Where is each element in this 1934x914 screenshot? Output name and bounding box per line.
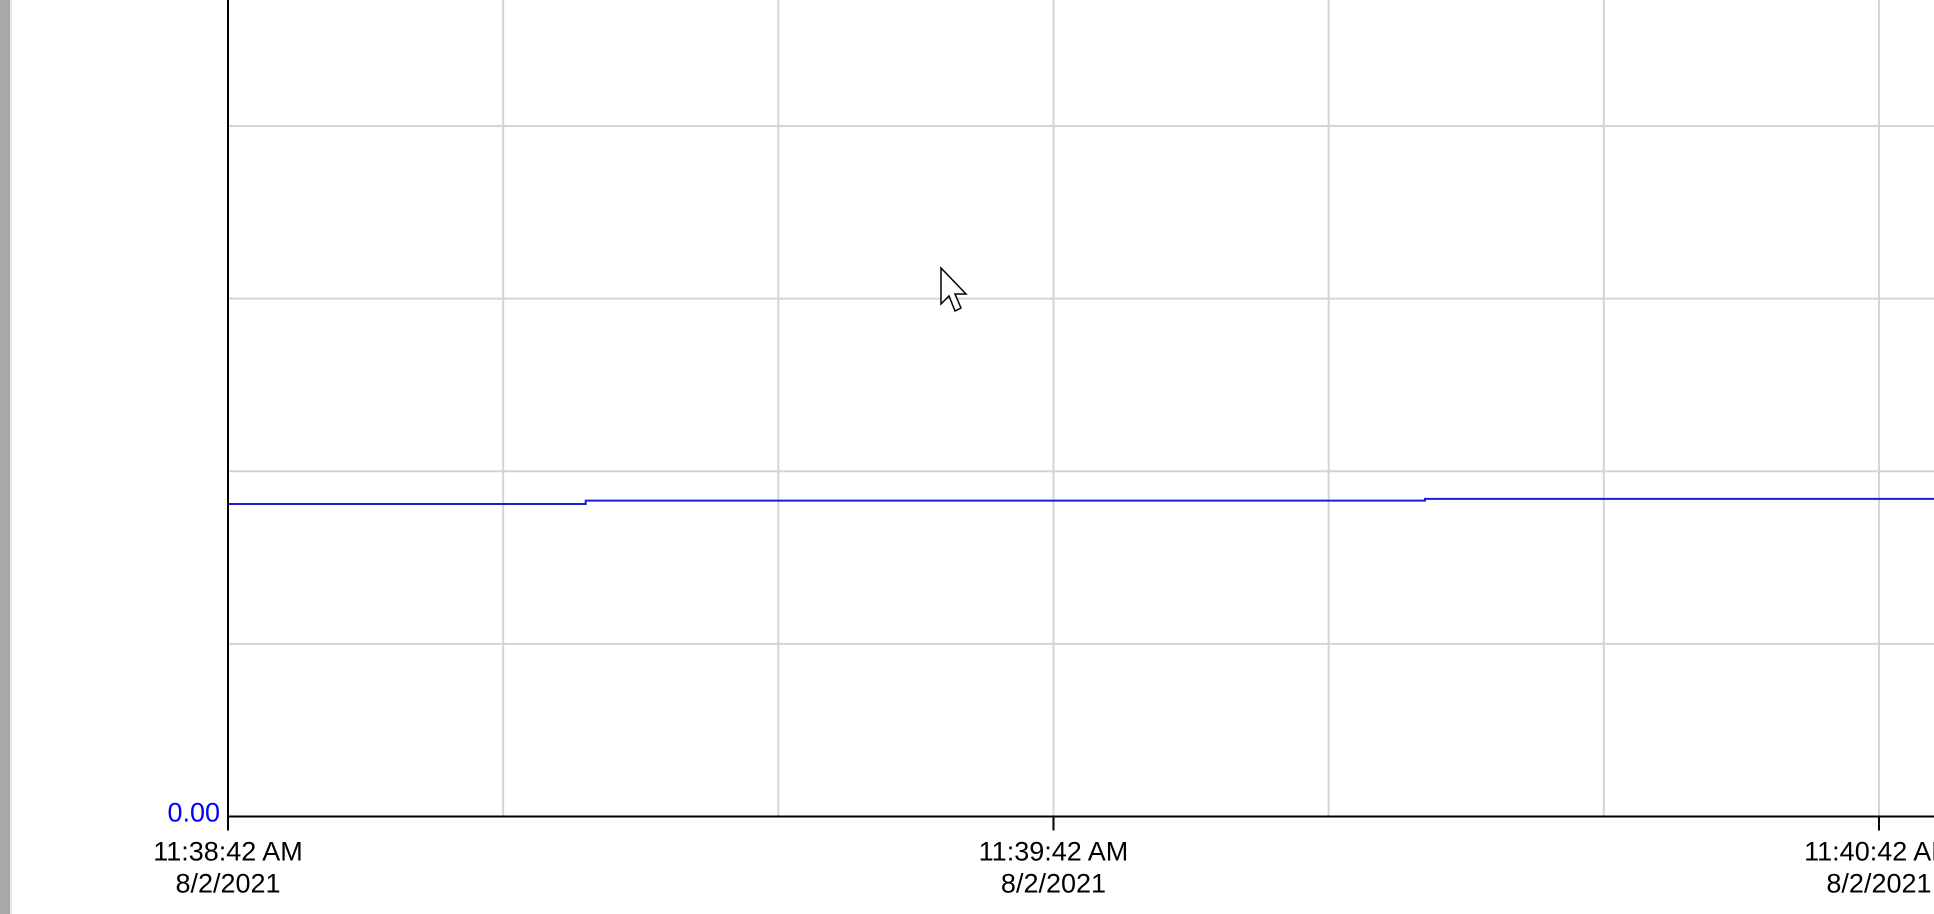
x-tick-label: 11:38:42 AM — [153, 837, 303, 867]
y-tick-label: 0.00 — [167, 798, 220, 828]
trend-line — [228, 497, 1934, 506]
window-frame — [0, 0, 10, 914]
mouse-cursor — [940, 266, 968, 313]
x-tick-label: 8/2/2021 — [1826, 869, 1931, 899]
x-tick-label: 8/2/2021 — [175, 869, 280, 899]
x-tick-label: 11:39:42 AM — [979, 837, 1129, 867]
window-frame-edge — [10, 0, 12, 914]
x-tick-label: 8/2/2021 — [1001, 869, 1106, 899]
plot — [228, 497, 1934, 506]
x-tick-label: 11:40:42 AM — [1804, 837, 1934, 867]
